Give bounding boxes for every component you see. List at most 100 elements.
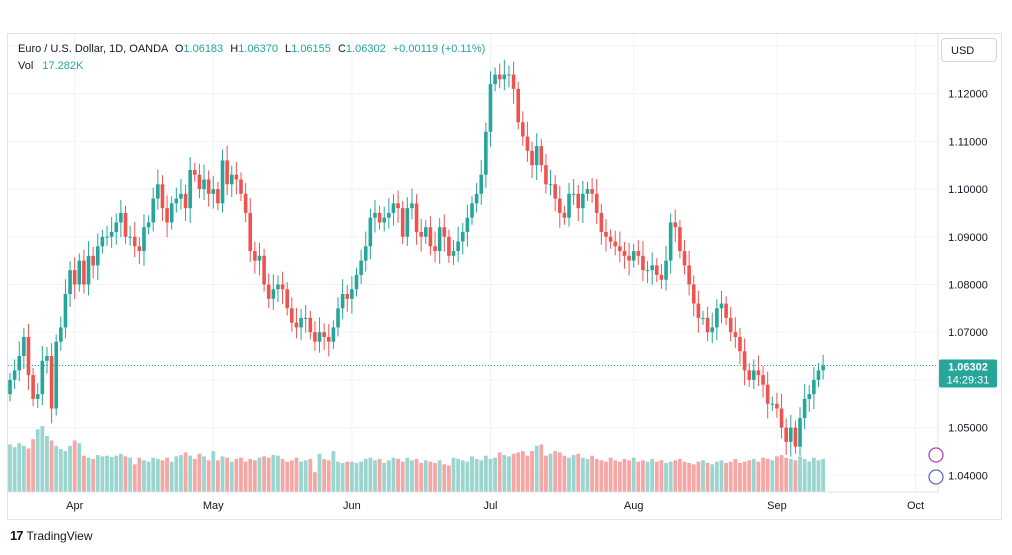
candle-body	[276, 284, 280, 290]
candle-body	[821, 365, 825, 371]
candle-body	[54, 341, 58, 409]
volume-bar	[548, 453, 553, 492]
volume-bar	[779, 455, 784, 492]
symbol-title[interactable]: Euro / U.S. Dollar, 1D, OANDA	[18, 43, 168, 55]
volume-bar	[520, 451, 525, 492]
volume-bar	[299, 461, 303, 492]
month-tick-label: Sep	[767, 500, 787, 512]
candle-body	[622, 251, 627, 256]
candle-body	[373, 212, 377, 218]
candle-body	[128, 236, 132, 238]
high-value: 1.06370	[238, 43, 278, 55]
candle-body	[604, 231, 608, 237]
high-label: H	[230, 43, 239, 55]
volume-bar	[793, 460, 798, 492]
price-badge: 1.06302 14:29:31	[939, 359, 997, 388]
volume-bar	[414, 459, 419, 492]
candle-body	[174, 198, 179, 204]
candle-body	[229, 174, 234, 185]
candle-body	[396, 203, 400, 209]
volume-bar	[229, 461, 234, 492]
volume-bar	[165, 457, 169, 492]
brand-name[interactable]: TradingView	[26, 528, 93, 543]
candle-body	[49, 356, 54, 409]
volume-bar	[271, 455, 276, 492]
candle-body	[202, 179, 206, 190]
volume-bar	[423, 460, 428, 492]
candle-body	[548, 184, 553, 186]
volume-bar	[294, 457, 299, 492]
volume-bar	[317, 453, 322, 492]
candle-body	[705, 317, 710, 333]
candle-body	[447, 236, 451, 256]
candle-body	[271, 289, 276, 299]
month-tick-label: Jun	[343, 500, 361, 512]
candle-body	[784, 427, 788, 442]
candle-body	[701, 317, 705, 319]
volume-bar	[483, 455, 488, 492]
candle-body	[710, 327, 715, 333]
volume-bar	[622, 459, 627, 492]
volume-bar	[77, 443, 82, 492]
volume-bar	[627, 460, 631, 492]
price-tick-label: 1.09000	[948, 232, 988, 244]
volume-bar	[326, 460, 331, 492]
candle-body	[77, 260, 82, 285]
candle-body	[770, 403, 775, 405]
candle-body	[151, 198, 156, 223]
volume-bar	[701, 460, 705, 492]
currency-button[interactable]: USD	[941, 38, 997, 62]
volume-bar	[86, 457, 91, 492]
candle-body	[752, 370, 756, 380]
candle-body	[100, 236, 105, 247]
volume-bar	[678, 459, 682, 492]
price-tick-label: 1.10000	[948, 184, 988, 196]
volume-bar	[340, 462, 345, 492]
candle-body	[336, 308, 340, 328]
volume-bar	[285, 461, 290, 492]
volume-bar	[280, 459, 285, 492]
volume-bar	[17, 443, 22, 492]
price-tick-label: 1.04000	[948, 470, 988, 482]
candle-body	[363, 246, 368, 261]
candle-body	[350, 289, 354, 299]
volume-bar	[419, 462, 424, 492]
tradingview-logo-icon[interactable]: 17	[10, 528, 24, 543]
volume-bar	[738, 462, 742, 492]
candle-body	[340, 294, 345, 309]
candle-body	[636, 251, 641, 256]
candle-body	[146, 222, 151, 228]
candle-body	[765, 384, 770, 404]
volume-bar	[100, 456, 105, 492]
volume-bar	[788, 459, 793, 492]
footer: 17 TradingView	[10, 528, 93, 543]
candle-body	[502, 74, 507, 80]
volume-bar	[386, 460, 391, 492]
candle-body	[645, 270, 650, 272]
volume-bar	[289, 460, 294, 492]
candle-body	[313, 332, 317, 342]
volume-bar	[580, 457, 585, 492]
volume-bar	[456, 459, 461, 492]
candle-body	[8, 379, 12, 395]
price-tick-label: 1.05000	[948, 423, 988, 435]
price-tick-label: 1.07000	[948, 327, 988, 339]
dividend-icon	[928, 469, 944, 485]
volume-bar	[761, 457, 765, 492]
volume-bar	[382, 462, 387, 492]
candle-body	[521, 122, 525, 137]
candle-body	[788, 427, 793, 442]
candle-body	[590, 189, 594, 194]
volume-bar	[571, 455, 576, 492]
candle-body	[728, 317, 733, 333]
volume-bar	[747, 460, 752, 492]
candle-body	[687, 265, 691, 285]
volume-bar	[12, 447, 17, 492]
candles	[8, 59, 825, 457]
volume-bar	[257, 457, 262, 492]
candle-body	[123, 212, 128, 237]
volume-bar	[72, 440, 77, 492]
candle-body	[534, 146, 539, 166]
candle-body	[405, 208, 410, 237]
